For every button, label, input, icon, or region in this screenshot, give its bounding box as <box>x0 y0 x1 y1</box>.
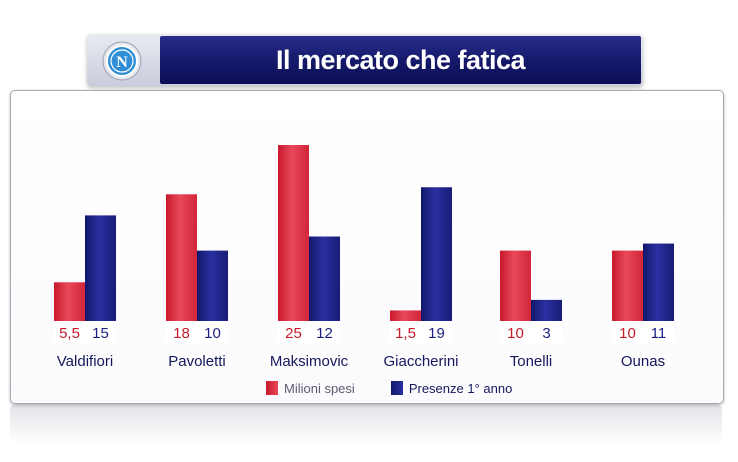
bar-milioni-valdifiori <box>54 282 85 321</box>
category-label: Tonelli <box>510 353 553 370</box>
legend-label: Milioni spesi <box>284 380 355 396</box>
bar-milioni-pavoletti <box>166 194 197 321</box>
category-label: Valdifiori <box>57 353 113 370</box>
bar-milioni-ounas <box>612 250 643 321</box>
value-label: 10 <box>507 325 524 342</box>
value-label-strip <box>54 321 116 343</box>
category-label: Giaccherini <box>383 353 458 370</box>
value-label: 5,5 <box>59 325 80 342</box>
value-label: 12 <box>316 325 333 342</box>
value-label-strip <box>390 321 452 343</box>
value-label-strip <box>166 321 228 343</box>
chart-panel <box>10 90 724 404</box>
value-label: 25 <box>285 325 302 342</box>
legend-item-milioni: Milioni spesi <box>266 381 355 396</box>
napoli-logo-icon: N <box>102 41 142 81</box>
category-label: Maksimovic <box>270 353 349 370</box>
chart-title: Il mercato che fatica <box>275 44 526 75</box>
panel-reflection <box>10 404 722 444</box>
value-label: 15 <box>92 325 109 342</box>
bar-milioni-maksimovic <box>278 145 309 321</box>
value-label: 18 <box>173 325 190 342</box>
value-label: 3 <box>542 325 550 342</box>
value-label: 10 <box>204 325 221 342</box>
bar-presenze-giaccherini <box>421 187 452 321</box>
bar-presenze-ounas <box>643 243 674 321</box>
value-label-strip <box>612 321 674 343</box>
bar-presenze-tonelli <box>531 299 562 321</box>
value-label-strip <box>278 321 340 343</box>
bar-milioni-tonelli <box>500 250 531 321</box>
value-label: 1,5 <box>395 325 416 342</box>
value-label: 11 <box>651 325 667 342</box>
value-label: 19 <box>428 325 445 342</box>
legend-label: Presenze 1° anno <box>408 380 513 396</box>
bar-presenze-valdifiori <box>85 215 116 321</box>
bar-presenze-maksimovic <box>309 236 340 321</box>
value-label: 10 <box>619 325 636 342</box>
legend: Milioni spesi Presenze 1° anno <box>266 378 548 398</box>
title-bar: Il mercato che fatica <box>160 36 641 84</box>
logo-letter: N <box>116 54 128 71</box>
legend-item-presenze: Presenze 1° anno <box>390 380 513 396</box>
legend-swatch-red <box>266 381 278 395</box>
category-label: Pavoletti <box>168 353 226 370</box>
bar-presenze-pavoletti <box>197 250 228 321</box>
bar-milioni-giaccherini <box>390 310 421 321</box>
legend-swatch-blue <box>390 381 403 395</box>
value-label-strip <box>500 321 562 343</box>
category-label: Ounas <box>621 353 665 370</box>
